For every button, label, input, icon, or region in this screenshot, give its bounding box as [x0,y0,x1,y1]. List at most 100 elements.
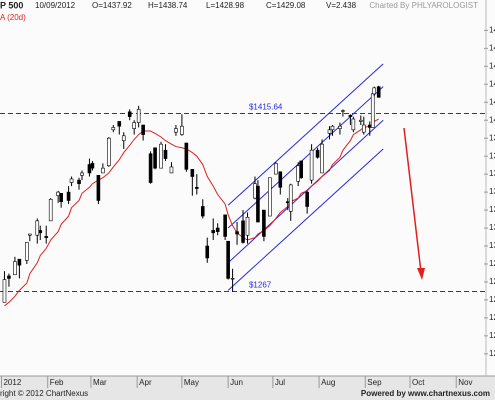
y-tick-label: 1260 [489,295,495,304]
candle-body [90,163,95,169]
x-tick-label: Oct [412,378,425,387]
y-tick-label: 1230 [489,331,495,340]
level-label: $1267 [249,281,272,290]
x-tick-label: Apr [139,378,152,387]
candle-body [56,191,60,196]
candle-body [370,93,375,128]
candle-body [320,143,324,174]
candle-body [48,198,53,222]
candle-body [101,167,105,174]
header: P 500 10/09/2012 O=1437.92 H=1438.74 L=1… [0,0,478,22]
candle-body [190,169,195,177]
candle-body [341,110,345,112]
y-tick-label: 1425 [489,97,495,106]
x-tick-label: Mar [93,378,107,387]
candle-body [274,163,278,175]
sma-line [4,118,379,307]
y-tick-label: 1410 [489,115,495,124]
candle-body [38,230,43,234]
candle-body [253,183,257,199]
candle-body [69,178,74,183]
candle-body [2,279,7,303]
candle-body [235,231,239,235]
x-tick-label: Sep [367,378,382,387]
candle-body [107,137,111,167]
x-tick-label: May [184,378,199,387]
candle-body [136,109,141,123]
candle-body [127,111,132,117]
candle-body [262,209,266,237]
arrow [403,127,422,273]
candle-body [87,164,92,174]
candle-body [44,236,49,238]
candle-body [230,278,235,280]
candle-body [13,261,17,276]
x-tick-label: Jul [275,378,285,387]
candle-body [367,124,372,128]
candle-body [180,125,184,135]
candle-body [195,187,199,189]
candle-body [351,118,356,131]
candle-body [299,160,303,179]
credit: Charted By PHLYAROLOGIST [369,1,478,10]
candle-body [121,135,126,141]
candle-body [77,179,81,185]
x-tick-label: 2012 [3,378,21,387]
candle-body [215,227,220,232]
candle-body [132,122,136,129]
y-tick-label: 1350 [489,187,495,196]
candle-body [169,166,174,174]
trend-line [227,63,384,206]
y-tick-label: 1335 [489,205,495,214]
candle-body [66,191,71,201]
candle-body [256,185,260,223]
y-tick-label: 1275 [489,277,495,286]
x-tick-label: Feb [50,378,64,387]
candle-body [376,86,381,98]
y-tick-label: 1290 [489,259,495,268]
trend-line [227,86,384,229]
candle-body [117,121,122,127]
candle-body [7,275,11,279]
header-low: L=1428.98 [206,1,245,10]
candle-body [153,147,157,169]
candle-body [309,149,314,181]
candle-body [268,177,272,217]
header-open: O=1437.92 [92,1,132,10]
trend-line [227,148,384,291]
y-tick-label: 1395 [489,133,495,142]
candle-body [141,124,145,135]
candle-body [359,119,363,122]
header-close: C=1429.08 [266,1,306,10]
arrow-head [417,268,425,280]
candle-body [200,206,205,217]
level-label: $1415.64 [249,103,283,112]
legend-entry: A (20d) [0,13,26,22]
candle-body [338,125,342,129]
y-tick-label: 1440 [489,79,495,88]
axis-band [0,376,495,400]
y-tick-label: 1485 [489,25,495,34]
y-tick-label: 1305 [489,241,495,250]
candle-body [330,125,335,131]
y-tick-label: 1215 [489,349,495,358]
candle-body [59,192,63,202]
candle-body [35,220,40,236]
y-tick-label: 1320 [489,223,495,232]
candle-body [245,216,250,236]
candle-body [25,242,29,261]
candle-body [96,175,101,201]
candle-body [305,191,309,207]
y-tick-label: 1455 [489,61,495,70]
x-tick-label: Aug [321,378,335,387]
candle-body [163,149,168,159]
candle-body [241,220,245,243]
candle-body [174,128,178,133]
y-tick-label: 1470 [489,43,495,52]
candle-body [223,214,227,237]
candle-body [315,149,320,158]
header-date: 10/09/2012 [35,1,76,10]
candle-body [226,240,230,279]
y-tick-label: 1365 [489,169,495,178]
